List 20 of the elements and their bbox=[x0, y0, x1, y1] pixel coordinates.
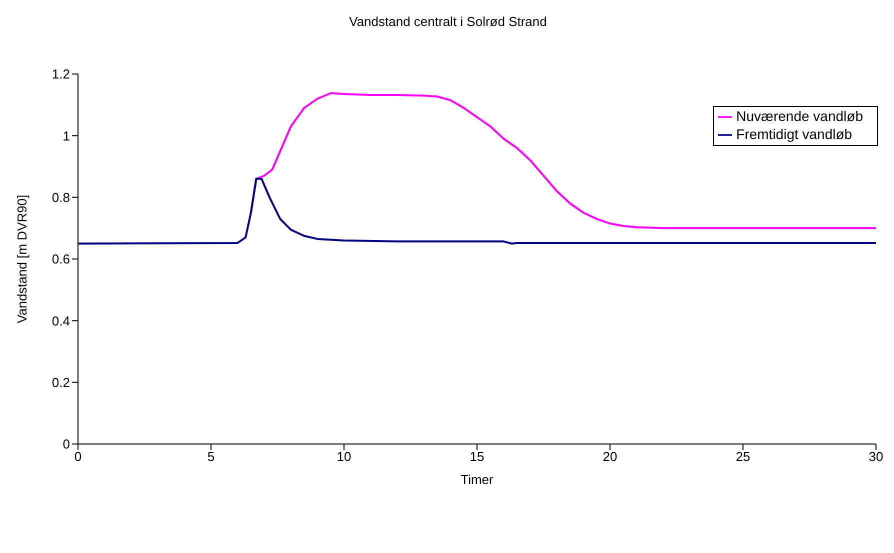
x-tick-label: 25 bbox=[736, 449, 750, 464]
line-series bbox=[78, 178, 876, 245]
y-tick-label: 1 bbox=[62, 128, 70, 144]
x-tick-label: 15 bbox=[470, 449, 484, 464]
y-tick-label: 0.8 bbox=[52, 190, 70, 205]
x-tick-label: 30 bbox=[868, 449, 884, 464]
chart-title: Vandstand centralt i Solrød Strand bbox=[348, 13, 548, 31]
y-tick-label: 1.2 bbox=[52, 66, 70, 82]
x-axis-title: Timer bbox=[460, 472, 494, 487]
legend-label: Nuværende vandløb bbox=[736, 108, 863, 124]
y-tick-label: 0.2 bbox=[52, 374, 70, 390]
y-tick-label: 0.4 bbox=[52, 313, 70, 328]
x-tick-label: 20 bbox=[602, 449, 618, 464]
y-tick-label: 0.6 bbox=[52, 252, 70, 267]
y-tick-label: 0 bbox=[62, 436, 70, 452]
x-tick-label: 10 bbox=[336, 449, 352, 464]
x-tick-label: 5 bbox=[207, 449, 215, 464]
x-tick-label: 0 bbox=[74, 449, 82, 464]
y-axis-title: Vandstand [m DVR90] bbox=[14, 194, 30, 324]
legend-label: Fremtidigt vandløb bbox=[736, 126, 852, 142]
